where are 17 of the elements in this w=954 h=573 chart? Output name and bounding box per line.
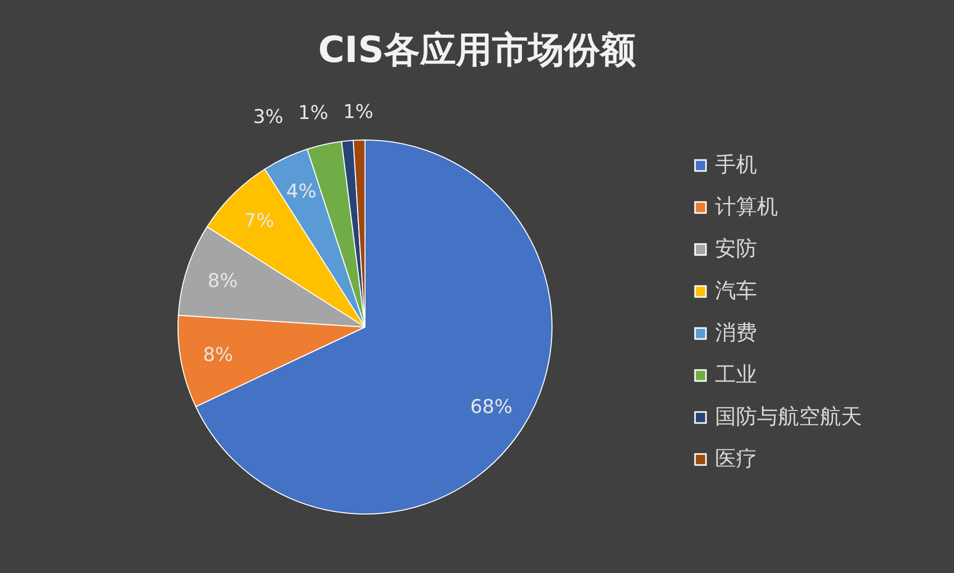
data-label: 8% [208,270,238,292]
data-label: 1% [298,102,328,124]
legend-label: 安防 [715,236,757,260]
legend-label: 消费 [715,320,757,344]
legend-label: 手机 [715,152,757,176]
legend-label: 国防与航空航天 [715,404,862,428]
data-label: 3% [253,106,284,128]
data-label: 1% [343,101,374,124]
legend-label: 医疗 [715,446,757,470]
data-label: 4% [286,180,316,203]
legend-label: 汽车 [715,278,757,302]
data-label: 68% [470,396,512,418]
data-label: 7% [244,210,274,232]
data-label: 8% [202,344,234,366]
legend-label: 计算机 [715,194,778,218]
chart-title: CIS各应用市场份额 [318,30,636,71]
legend-label: 工业 [715,362,757,386]
